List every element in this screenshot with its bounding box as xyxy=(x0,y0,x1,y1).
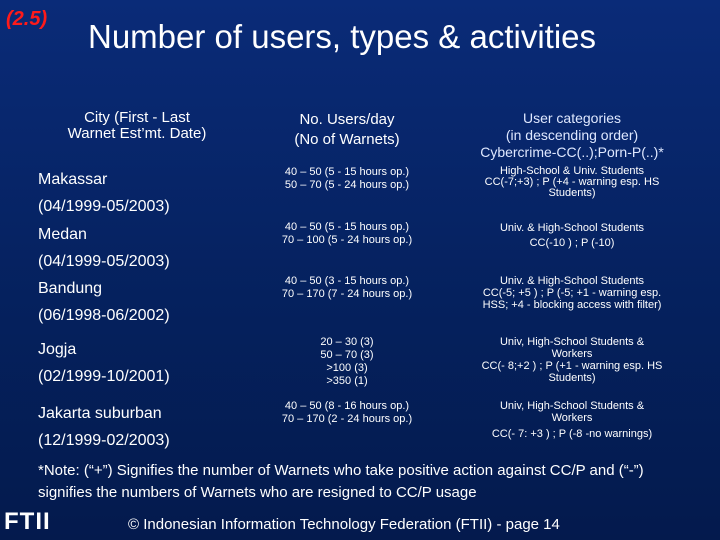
row-bandung-users: 40 – 50 (3 - 15 hours op.) 70 – 170 (7 -… xyxy=(242,275,452,301)
header-users-line-2: (No of Warnets) xyxy=(294,131,400,148)
row-jogja-users: 20 – 30 (3) 50 – 70 (3) >100 (3) >350 (1… xyxy=(242,336,452,388)
users-line: 70 – 100 (5 - 24 hours op.) xyxy=(281,234,413,246)
row-medan-city: Medan (04/1999-05/2003) xyxy=(32,221,248,275)
category-line: CC(-10 ) ; P (-10) xyxy=(529,237,615,249)
category-line: Workers xyxy=(551,412,593,424)
category-line: CC(-5; +5 ) ; P (-5; +1 - warning esp. xyxy=(482,287,662,299)
category-line: HSS; +4 - blocking access with filter) xyxy=(482,299,662,311)
users-line: 50 – 70 (5 - 24 hours op.) xyxy=(284,179,410,191)
header-users-line-1: No. Users/day xyxy=(299,111,395,128)
category-line: CC(-7;+3) ; P (+4 - warning esp. HS xyxy=(484,176,660,188)
row-medan-users: 40 – 50 (5 - 15 hours op.) 70 – 100 (5 -… xyxy=(242,221,452,247)
category-line: CC(- 7: +3 ) ; P (-8 -no warnings) xyxy=(491,428,653,440)
users-line: 40 – 50 (5 - 15 hours op.) xyxy=(284,166,410,178)
category-line: Students) xyxy=(548,187,596,199)
slide-number: (2.5) xyxy=(6,8,48,30)
city-name: Jogja xyxy=(38,341,77,358)
users-line: 20 – 30 (3) xyxy=(320,336,374,348)
row-makassar-city: Makassar (04/1999-05/2003) xyxy=(32,166,248,220)
header-categories: User categories (in descending order) Cy… xyxy=(452,110,692,161)
users-line: 40 – 50 (8 - 16 hours op.) xyxy=(284,400,410,412)
row-bandung-categories: Univ. & High-School Students CC(-5; +5 )… xyxy=(452,275,692,311)
header-categories-line-1: User categories xyxy=(522,110,622,126)
users-line: 70 – 170 (7 - 24 hours op.) xyxy=(281,288,413,300)
header-users: No. Users/day (No of Warnets) xyxy=(242,110,452,150)
slide-title: Number of users, types & activities xyxy=(88,18,597,55)
header-categories-line-2: (in descending order) xyxy=(505,127,639,143)
city-dates: (12/1999-02/2003) xyxy=(38,432,170,449)
users-table: City (First - Last Warnet Est’mt. Date) … xyxy=(32,104,692,454)
row-makassar-users: 40 – 50 (5 - 15 hours op.) 50 – 70 (5 - … xyxy=(242,166,452,192)
category-line: CC(- 8;+2 ) ; P (+1 - warning esp. HS xyxy=(481,360,663,372)
footnote: *Note: (“+”) Signifies the number of War… xyxy=(38,462,644,501)
users-line: 70 – 170 (2 - 24 hours op.) xyxy=(281,413,413,425)
category-line: Univ. & High-School Students xyxy=(499,222,645,234)
category-line: Workers xyxy=(551,348,593,360)
users-line: 40 – 50 (3 - 15 hours op.) xyxy=(284,275,410,287)
category-line: Univ, High-School Students & xyxy=(499,336,645,348)
city-dates: (04/1999-05/2003) xyxy=(38,253,170,270)
row-jakarta-categories: Univ, High-School Students & Workers CC(… xyxy=(452,400,692,440)
users-line: 40 – 50 (5 - 15 hours op.) xyxy=(284,221,410,233)
row-makassar-categories: High-School & Univ. Students CC(-7;+3) ;… xyxy=(452,166,692,199)
header-categories-line-3: Cybercrime-CC(..);Porn-P(..)* xyxy=(480,144,664,160)
users-line: >350 (1) xyxy=(326,375,368,387)
category-line: Univ, High-School Students & xyxy=(499,400,645,412)
category-line: Students) xyxy=(548,372,596,384)
row-jogja-categories: Univ, High-School Students & Workers CC(… xyxy=(452,336,692,384)
row-jogja-city: Jogja (02/1999-10/2001) xyxy=(32,336,248,390)
header-city-line-2: Warnet Est’mt. Date) xyxy=(67,125,207,142)
row-jakarta-city: Jakarta suburban (12/1999-02/2003) xyxy=(32,400,248,454)
header-city: City (First - Last Warnet Est’mt. Date) xyxy=(32,110,242,142)
row-bandung-city: Bandung (06/1998-06/2002) xyxy=(32,275,248,329)
city-name: Bandung xyxy=(38,280,103,297)
city-name: Jakarta suburban xyxy=(38,405,162,422)
header-city-line-1: City (First - Last xyxy=(84,109,190,126)
ftii-logo: FTII xyxy=(4,508,51,535)
city-dates: (02/1999-10/2001) xyxy=(38,368,170,385)
category-line: High-School & Univ. Students xyxy=(499,165,645,177)
footer-text: © Indonesian Information Technology Fede… xyxy=(128,516,560,533)
users-line: >100 (3) xyxy=(326,362,368,374)
city-dates: (04/1999-05/2003) xyxy=(38,198,170,215)
row-jakarta-users: 40 – 50 (8 - 16 hours op.) 70 – 170 (2 -… xyxy=(242,400,452,426)
category-line: Univ. & High-School Students xyxy=(499,275,645,287)
row-medan-categories: Univ. & High-School Students CC(-10 ) ; … xyxy=(452,221,692,251)
city-name: Medan xyxy=(38,226,87,243)
city-name: Makassar xyxy=(38,171,108,188)
users-line: 50 – 70 (3) xyxy=(320,349,374,361)
city-dates: (06/1998-06/2002) xyxy=(38,307,170,324)
